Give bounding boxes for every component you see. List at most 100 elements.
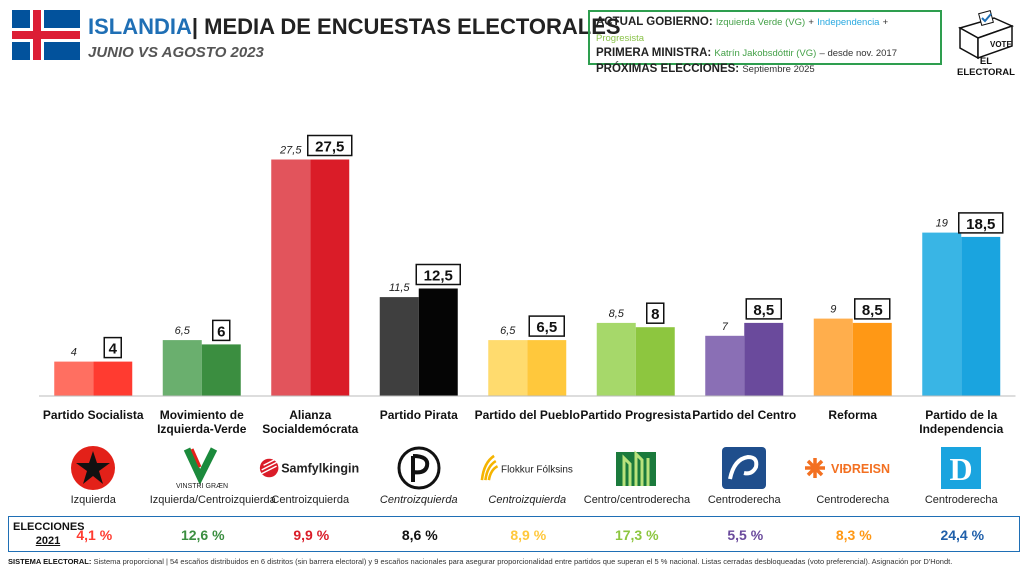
bar-august [418,288,458,396]
results-label-line2: 2021 [35,535,61,547]
party-logo-cell: D Centroderecha [909,442,1013,512]
election-results-2021: ELECCIONES 2021 4,1 % 12,6 % 9,9 % 8,6 % 8,9… [8,516,1020,552]
data-label-june: 9 [830,304,836,316]
bar-chart: 4 4 Partido Socialista 6,5 6 Movimiento deIzq… [39,134,1016,436]
result-2021-value: 24,4 % [940,527,985,543]
data-label-august: 6 [217,323,225,340]
category-label: Partido del Pueblo [475,408,580,422]
category-label: Alianza [289,408,331,422]
next-election-label: PRÓXIMAS ELECCIONES: [596,62,740,75]
category-label: Partido de la [925,408,997,422]
result-2021-value: 17,3 % [614,527,659,543]
pm-name: Katrín Jakobsdóttir (VG) [714,48,817,59]
vidreisn-icon: VIÐREISN [801,442,905,494]
logo-vote-text: VOTE [990,40,1012,49]
bar-august [527,340,567,396]
party-ideology: Centroderecha [924,494,998,506]
category-label: Izquierda-Verde [157,422,247,436]
svg-text:Flokkur Fólksins: Flokkur Fólksins [501,464,573,475]
result-2021-value: 8,9 % [510,527,547,543]
pm-since: – desde nov. 2017 [819,48,898,59]
centre-party-icon [692,442,796,494]
bar-june [162,340,202,396]
red-star-icon [41,442,145,494]
ballot-box-logo-icon: VOTE [958,10,1015,60]
party-ideology: Izquierda [70,494,116,506]
pirate-flag-icon [367,442,471,494]
category-label: Independencia [919,422,1003,436]
data-label-box [958,212,1004,234]
category-label: Partido Socialista [43,408,144,422]
plus-sign: + [808,17,814,28]
data-label-august: 8,5 [862,302,883,319]
data-label-august: 8,5 [753,302,774,319]
result-2021-value: 8,3 % [835,527,872,543]
data-label-august: 18,5 [966,216,995,233]
gov-label: ACTUAL GOBIERNO: [596,16,713,28]
category-label: Partido del Centro [692,408,796,422]
bar-august [852,322,892,396]
data-label-august: 6,5 [536,319,557,336]
party-logo-cell: VINSTRI GRÆN Izquierda/Centroizquierda [150,442,276,512]
page-title: ISLANDIA| MEDIA DE ENCUESTAS ELECTORALES [88,14,621,40]
category-label: Socialdemócrata [262,422,358,436]
country-name: ISLANDIA [88,14,192,39]
data-label-august: 12,5 [424,268,453,285]
data-label-june: 4 [71,347,77,359]
party-ideology: Centroizquierda [488,494,567,506]
bar-august [635,327,675,396]
data-label-box [646,302,665,324]
samfylkingin-icon: Samfylkingin [258,442,362,494]
result-2021-value: 12,6 % [180,527,225,543]
data-label-box [103,336,122,359]
independence-d-icon: D [909,442,1013,494]
bar-june [54,361,94,396]
next-election-date: Septiembre 2025 [742,63,815,75]
party-logo-cell: Centroderecha [692,442,796,512]
data-label-june: 8,5 [609,308,625,320]
electoral-system-footer: SISTEMA ELECTORAL: Sistema proporcional … [8,557,952,566]
result-2021-value: 4,1 % [76,527,113,543]
svg-text:VIÐREISN: VIÐREISN [831,462,890,476]
vinstri-graen-icon: VINSTRI GRÆN [150,442,254,494]
plus-sign: + [882,17,889,28]
party-logo-cell: Centro/centroderecha [584,442,690,512]
iceland-flag-icon [12,10,80,60]
data-label-box [212,319,231,342]
data-label-box [307,134,353,157]
data-label-august: 8 [651,306,659,323]
bar-august [744,322,784,396]
page-subtitle: JUNIO VS AGOSTO 2023 [88,44,264,61]
party-ideology: Centroizquierda [379,494,458,506]
category-label: Movimiento de [160,408,244,422]
bar-june [922,232,962,396]
progressive-logo-icon [584,442,688,494]
results-label-line1: ELECCIONES [13,521,85,533]
bar-june [271,159,311,396]
footer-text: Sistema proporcional | 54 escaños distri… [93,557,953,566]
party-logo-cell: Izquierda [41,442,145,512]
data-label-box [854,298,891,320]
party-logo-cell: Samfylkingin Centroizquierda [258,442,362,512]
gov-prog: Progresista [596,32,645,44]
result-2021-value: 8,6 % [401,527,438,543]
result-2021-value: 9,9 % [293,527,330,543]
party-ideology: Centroderecha [707,494,781,506]
title-text: | MEDIA DE ENCUESTAS ELECTORALES [191,14,621,39]
svg-text:Samfylkingin: Samfylkingin [281,462,359,476]
data-label-june: 19 [936,218,948,230]
data-label-june: 27,5 [279,145,302,157]
bar-june [596,322,636,396]
footer-label: SISTEMA ELECTORAL: [8,557,92,566]
party-ideology: Centroderecha [816,494,890,506]
svg-text:VINSTRI GRÆN: VINSTRI GRÆN [176,483,228,490]
data-label-august: 27,5 [315,139,344,156]
pm-label: PRIMERA MINISTRA: [596,47,712,59]
bar-june [705,335,745,396]
data-label-box [745,298,782,320]
data-label-june: 7 [722,321,729,333]
gov-ind: Independencia [817,17,880,28]
bar-june [379,297,419,396]
data-label-june: 11,5 [389,282,410,294]
party-logo-cell: VIÐREISN Centroderecha [801,442,905,512]
